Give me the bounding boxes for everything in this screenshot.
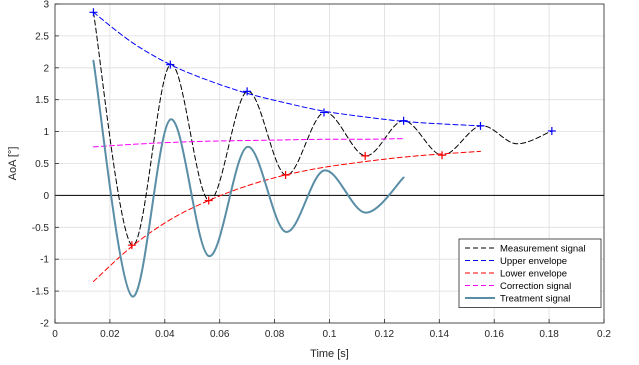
- y-tick-label: 3: [43, 0, 49, 11]
- series-line-upper-envelope: [92, 11, 481, 127]
- envelope-point-marker: [361, 151, 370, 160]
- x-tick-label: 0.08: [265, 329, 285, 340]
- y-axis-ticks: -2 -1.5 -1 -0.5 0 0.5 1 1.5 2 2.5 3: [32, 0, 59, 330]
- y-tick-label: -2: [40, 319, 49, 330]
- x-tick-label: 0: [52, 329, 58, 340]
- y-tick-label: 2: [43, 63, 49, 74]
- x-tick-label: 0.04: [155, 329, 175, 340]
- y-tick-label: -0.5: [32, 223, 50, 234]
- legend-entry-label: Lower envelope: [500, 269, 567, 280]
- envelope-point-marker: [204, 196, 213, 205]
- legend-entry-label: Treatment signal: [500, 294, 570, 305]
- envelope-point-marker: [166, 60, 175, 69]
- marker-group: [89, 8, 556, 250]
- envelope-point-marker: [89, 8, 98, 17]
- series-line-lower-envelope: [92, 150, 481, 283]
- y-tick-label: 0: [43, 191, 49, 202]
- y-tick-label: 1: [43, 127, 49, 138]
- x-tick-label: 0.2: [597, 329, 611, 340]
- envelope-point-marker: [281, 170, 290, 179]
- legend-entry-label: Correction signal: [500, 281, 571, 292]
- envelope-point-marker: [476, 121, 485, 130]
- envelope-point-marker: [127, 241, 136, 250]
- x-tick-label: 0.12: [375, 329, 395, 340]
- y-tick-label: 1.5: [35, 95, 49, 106]
- series-line-measurement-signal: [92, 11, 553, 246]
- x-tick-label: 0.02: [100, 329, 120, 340]
- y-axis-label: AoA [°]: [7, 147, 19, 181]
- series-line-treatment-signal: [92, 59, 405, 298]
- envelope-point-marker: [399, 116, 408, 125]
- envelope-point-marker: [243, 87, 252, 96]
- legend-entry-label: Measurement signal: [500, 244, 586, 255]
- envelope-point-marker: [438, 151, 447, 160]
- envelope-point-marker: [547, 126, 556, 135]
- legend-entry-label: Upper envelope: [500, 256, 567, 267]
- series-line-correction-signal: [92, 138, 405, 148]
- x-tick-label: 0.1: [323, 329, 337, 340]
- envelope-point-marker: [320, 108, 329, 117]
- x-tick-label: 0.14: [430, 329, 450, 340]
- x-axis-ticks: 0 0.02 0.04 0.06 0.08 0.1 0.12 0.14 0.16 0.18 0.2: [52, 319, 611, 340]
- y-tick-label: -1: [40, 255, 49, 266]
- x-tick-label: 0.16: [484, 329, 504, 340]
- x-tick-label: 0.18: [539, 329, 559, 340]
- y-tick-label: 0.5: [35, 159, 49, 170]
- x-tick-label: 0.06: [210, 329, 230, 340]
- series-group: [92, 11, 553, 298]
- y-tick-label: -1.5: [32, 287, 50, 298]
- y-tick-label: 2.5: [35, 31, 49, 42]
- x-axis-label: Time [s]: [310, 348, 349, 360]
